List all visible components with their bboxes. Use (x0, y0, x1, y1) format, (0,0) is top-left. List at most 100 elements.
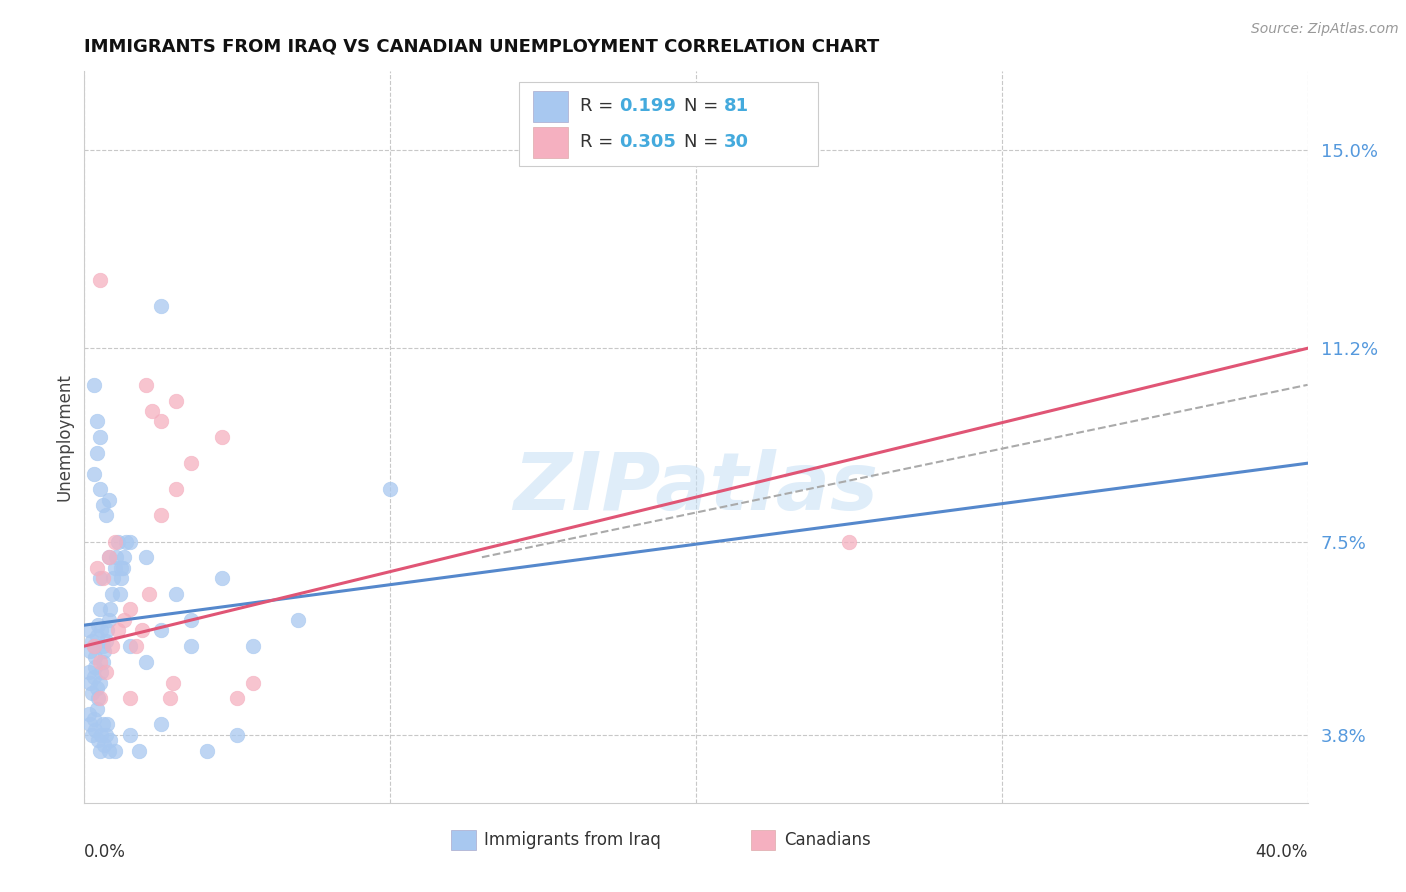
Point (120, 602, 142, 616)
Point (79, 675, 101, 690)
Point (108, 587, 131, 601)
Point (180, 639, 202, 653)
Point (105, 550, 128, 565)
Point (94, 633, 117, 648)
Point (89, 602, 111, 616)
Point (87, 733, 110, 747)
Point (87, 691, 110, 706)
Point (86, 446, 108, 460)
Y-axis label: Unemployment: Unemployment (55, 373, 73, 501)
Point (90, 624, 112, 638)
Point (83, 712, 105, 726)
Point (89, 483, 111, 497)
Point (101, 587, 124, 601)
Point (838, 534, 860, 549)
Point (107, 624, 129, 638)
Point (104, 560, 127, 574)
Point (114, 534, 136, 549)
Text: 81: 81 (724, 97, 749, 115)
Point (77, 706, 100, 721)
Point (149, 624, 172, 638)
Point (162, 675, 184, 690)
Point (128, 743, 150, 757)
Point (111, 560, 134, 574)
Point (380, 483, 402, 497)
Point (89, 691, 111, 706)
Point (165, 483, 187, 497)
Point (104, 743, 127, 757)
Text: IMMIGRANTS FROM IRAQ VS CANADIAN UNEMPLOYMENT CORRELATION CHART: IMMIGRANTS FROM IRAQ VS CANADIAN UNEMPLO… (84, 38, 880, 56)
Point (120, 639, 142, 653)
Point (91, 717, 114, 731)
Point (89, 655, 111, 669)
Point (211, 430, 233, 444)
Point (93, 644, 115, 658)
Text: 0.305: 0.305 (619, 133, 676, 152)
Point (96, 624, 118, 638)
Point (135, 655, 157, 669)
Point (86, 414, 108, 428)
FancyBboxPatch shape (533, 91, 568, 122)
Point (91, 498, 114, 512)
Point (79, 644, 101, 658)
Point (89, 430, 111, 444)
Point (91, 639, 114, 653)
Point (135, 377, 157, 392)
Point (84, 649, 107, 664)
Text: 0.0%: 0.0% (84, 843, 127, 861)
Point (107, 534, 129, 549)
Point (98, 602, 121, 616)
Point (226, 691, 249, 706)
Point (180, 613, 202, 627)
Point (104, 534, 127, 549)
Point (98, 733, 121, 747)
Text: 40.0%: 40.0% (1256, 843, 1308, 861)
Point (101, 639, 124, 653)
Text: 0.199: 0.199 (619, 97, 676, 115)
Text: R =: R = (579, 97, 619, 115)
Point (110, 571, 132, 585)
Text: N =: N = (683, 133, 724, 152)
Point (83, 639, 105, 653)
Point (110, 560, 132, 574)
Point (89, 675, 111, 690)
Point (77, 624, 100, 638)
Text: ZIPatlas: ZIPatlas (513, 450, 879, 527)
Point (180, 456, 202, 470)
Point (83, 467, 105, 481)
Point (120, 728, 142, 742)
Point (149, 414, 172, 428)
Point (90, 665, 112, 680)
Point (97, 550, 120, 565)
Point (87, 618, 110, 632)
Point (226, 728, 249, 742)
Point (242, 675, 264, 690)
Point (86, 681, 108, 695)
Point (112, 613, 135, 627)
Point (94, 665, 117, 680)
Point (141, 404, 163, 418)
Point (149, 717, 172, 731)
Point (94, 728, 117, 742)
Text: R =: R = (579, 133, 619, 152)
FancyBboxPatch shape (519, 82, 818, 167)
Point (80, 728, 103, 742)
Point (80, 633, 103, 648)
Point (135, 550, 157, 565)
Point (77, 665, 100, 680)
Point (125, 639, 148, 653)
Point (103, 571, 125, 585)
Point (96, 717, 118, 731)
Point (83, 377, 105, 392)
Point (83, 670, 105, 684)
Point (93, 739, 115, 753)
FancyBboxPatch shape (751, 830, 776, 850)
Point (84, 660, 107, 674)
Point (89, 571, 111, 585)
Point (97, 550, 120, 565)
Point (86, 629, 108, 643)
Point (97, 613, 120, 627)
Point (165, 587, 187, 601)
Point (138, 587, 160, 601)
Text: N =: N = (683, 97, 724, 115)
